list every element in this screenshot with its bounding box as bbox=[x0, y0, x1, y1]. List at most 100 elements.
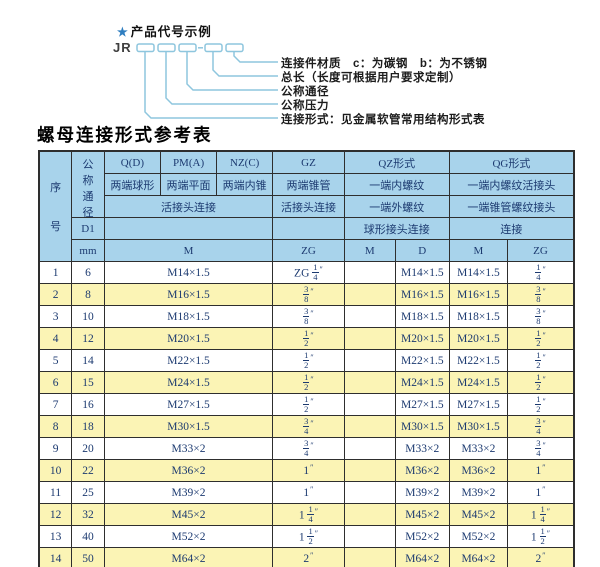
cell-gz-zg: 3 4 ″ bbox=[272, 437, 345, 460]
cell-dn: 22 bbox=[71, 459, 105, 482]
cell-qg-m: M18×1.5 bbox=[448, 305, 509, 328]
header-mm: mm bbox=[71, 239, 105, 262]
cell-dn: 10 bbox=[71, 305, 105, 328]
diagram-title: ★ 产品代号示例 bbox=[117, 21, 212, 40]
diagram-label-length: 总长（长度可根据用户要求定制） bbox=[281, 72, 461, 84]
header-qz-sub1: 一端内螺纹 bbox=[343, 173, 450, 196]
cell-dn: 12 bbox=[71, 327, 105, 350]
cell-qz-m bbox=[343, 415, 396, 438]
cell-dn: 16 bbox=[71, 393, 105, 416]
cell-qg-zg: 1″ bbox=[507, 459, 575, 482]
reference-table: 序号 公称通径 Q(D) PM(A) NZ(C) GZ QZ形式 QG形式 两端… bbox=[38, 150, 575, 567]
cell-qz-d: M24×1.5 bbox=[394, 371, 450, 394]
cell-qz-d: M33×2 bbox=[394, 437, 450, 460]
header-qg-sub2: 一端锥管螺纹接头 bbox=[448, 195, 575, 218]
header-qz-d: D bbox=[394, 239, 450, 262]
cell-qz-d: M64×2 bbox=[394, 547, 450, 567]
cell-m: M22×1.5 bbox=[103, 349, 274, 372]
cell-m: M16×1.5 bbox=[103, 283, 274, 306]
header-row-2: 两端球形 两端平面 两端内锥 两端锥管 一端内螺纹 一端内螺纹活接头 bbox=[39, 173, 575, 196]
col-header-qz: QZ形式 bbox=[343, 150, 450, 174]
cell-qz-m bbox=[343, 481, 396, 504]
product-code-boxes-and-lines-icon bbox=[136, 43, 278, 119]
cell-dn: 25 bbox=[71, 481, 105, 504]
cell-gz-zg: 1 2 ″ bbox=[272, 327, 345, 350]
cell-index: 6 bbox=[38, 371, 73, 394]
cell-qz-m bbox=[343, 327, 396, 350]
table-row: 10 22 M36×2 1″ M36×2 M36×2 1″ bbox=[38, 459, 575, 482]
cell-gz-zg: 1 2 ″ bbox=[272, 349, 345, 372]
table-row: 8 18 M30×1.5 3 4 ″ M30×1.5 M30×1.5 3 4 ″ bbox=[38, 415, 575, 438]
cell-qg-m: M20×1.5 bbox=[448, 327, 509, 350]
cell-qg-m: M64×2 bbox=[448, 547, 509, 567]
header-row-4: D1 球形接头连接 连接 bbox=[39, 217, 575, 240]
cell-qz-m bbox=[343, 547, 396, 567]
header-nz-sub: 两端内锥 bbox=[216, 173, 274, 196]
cell-m: M64×2 bbox=[103, 547, 274, 567]
cell-qg-zg: 1″ bbox=[507, 481, 575, 504]
cell-qz-d: M30×1.5 bbox=[394, 415, 450, 438]
header-qg-sub3: 连接 bbox=[448, 217, 575, 240]
cell-dn: 50 bbox=[71, 547, 105, 567]
col-header-pm: PM(A) bbox=[159, 150, 218, 174]
cell-index: 3 bbox=[38, 305, 73, 328]
cell-m: M30×1.5 bbox=[103, 415, 274, 438]
table-row: 6 15 M24×1.5 1 2 ″ M24×1.5 M24×1.5 1 2 ″ bbox=[38, 371, 575, 394]
table-row: 1 6 M14×1.5 ZG 1 4 ″ M14×1.5 M14×1.5 1 4 ″ bbox=[38, 261, 575, 284]
cell-qz-m bbox=[343, 283, 396, 306]
cell-dn: 14 bbox=[71, 349, 105, 372]
cell-index: 7 bbox=[38, 393, 73, 416]
star-icon: ★ bbox=[117, 25, 129, 39]
cell-qz-d: M16×1.5 bbox=[394, 283, 450, 306]
header-row-3: 活接头连接 活接头连接 一端外螺纹 一端锥管螺纹接头 bbox=[39, 195, 575, 218]
cell-qg-zg: 1 2 ″ bbox=[507, 327, 575, 350]
cell-gz-zg: ZG 1 4 ″ bbox=[272, 261, 345, 284]
cell-gz-zg: 1″ bbox=[272, 459, 345, 482]
cell-index: 5 bbox=[38, 349, 73, 372]
cell-gz-zg: 1 2 ″ bbox=[272, 371, 345, 394]
cell-gz-zg: 1 1 4 ″ bbox=[272, 503, 345, 526]
cell-m: M18×1.5 bbox=[103, 305, 274, 328]
cell-qg-zg: 3 8 ″ bbox=[507, 283, 575, 306]
cell-m: M14×1.5 bbox=[103, 261, 274, 284]
table-row: 13 40 M52×2 1 1 2 ″ M52×2 M52×2 1 1 2 ″ bbox=[38, 525, 575, 548]
cell-qz-m bbox=[343, 393, 396, 416]
cell-index: 13 bbox=[38, 525, 73, 548]
header-union-connection: 活接头连接 bbox=[103, 195, 274, 218]
cell-qz-m bbox=[343, 525, 396, 548]
header-row-5: mm M ZG M D M ZG bbox=[39, 239, 575, 262]
cell-index: 4 bbox=[38, 327, 73, 350]
col-header-index: 序号 bbox=[38, 150, 73, 262]
cell-qg-m: M52×2 bbox=[448, 525, 509, 548]
cell-qg-zg: 3 8 ″ bbox=[507, 305, 575, 328]
cell-m: M39×2 bbox=[103, 481, 274, 504]
cell-qz-d: M22×1.5 bbox=[394, 349, 450, 372]
cell-gz-zg: 2″ bbox=[272, 547, 345, 567]
table-row: 2 8 M16×1.5 3 8 ″ M16×1.5 M16×1.5 3 8 ″ bbox=[38, 283, 575, 306]
cell-dn: 20 bbox=[71, 437, 105, 460]
cell-qz-m bbox=[343, 261, 396, 284]
cell-qz-d: M27×1.5 bbox=[394, 393, 450, 416]
table-row: 9 20 M33×2 3 4 ″ M33×2 M33×2 3 4 ″ bbox=[38, 437, 575, 460]
cell-m: M33×2 bbox=[103, 437, 274, 460]
cell-qg-zg: 1 1 2 ″ bbox=[507, 525, 575, 548]
header-pm-sub: 两端平面 bbox=[159, 173, 218, 196]
table-row: 4 12 M20×1.5 1 2 ″ M20×1.5 M20×1.5 1 2 ″ bbox=[38, 327, 575, 350]
table-row: 11 25 M39×2 1″ M39×2 M39×2 1″ bbox=[38, 481, 575, 504]
header-empty-2 bbox=[272, 217, 345, 240]
cell-qz-m bbox=[343, 459, 396, 482]
cell-dn: 6 bbox=[71, 261, 105, 284]
cell-qz-m bbox=[343, 437, 396, 460]
cell-qz-m bbox=[343, 305, 396, 328]
diagram-label-material: 连接件材质 c：为碳钢 b：为不锈钢 bbox=[281, 58, 488, 70]
header-qz-m: M bbox=[343, 239, 396, 262]
header-empty-1 bbox=[103, 217, 274, 240]
col-header-nz: NZ(C) bbox=[216, 150, 274, 174]
cell-gz-zg: 1″ bbox=[272, 481, 345, 504]
cell-qz-d: M14×1.5 bbox=[394, 261, 450, 284]
header-gz-sub: 两端锥管 bbox=[272, 173, 345, 196]
cell-qz-d: M18×1.5 bbox=[394, 305, 450, 328]
cell-qg-zg: 1 4 ″ bbox=[507, 261, 575, 284]
table-row: 12 32 M45×2 1 1 4 ″ M45×2 M45×2 1 1 4 ″ bbox=[38, 503, 575, 526]
cell-dn: 8 bbox=[71, 283, 105, 306]
